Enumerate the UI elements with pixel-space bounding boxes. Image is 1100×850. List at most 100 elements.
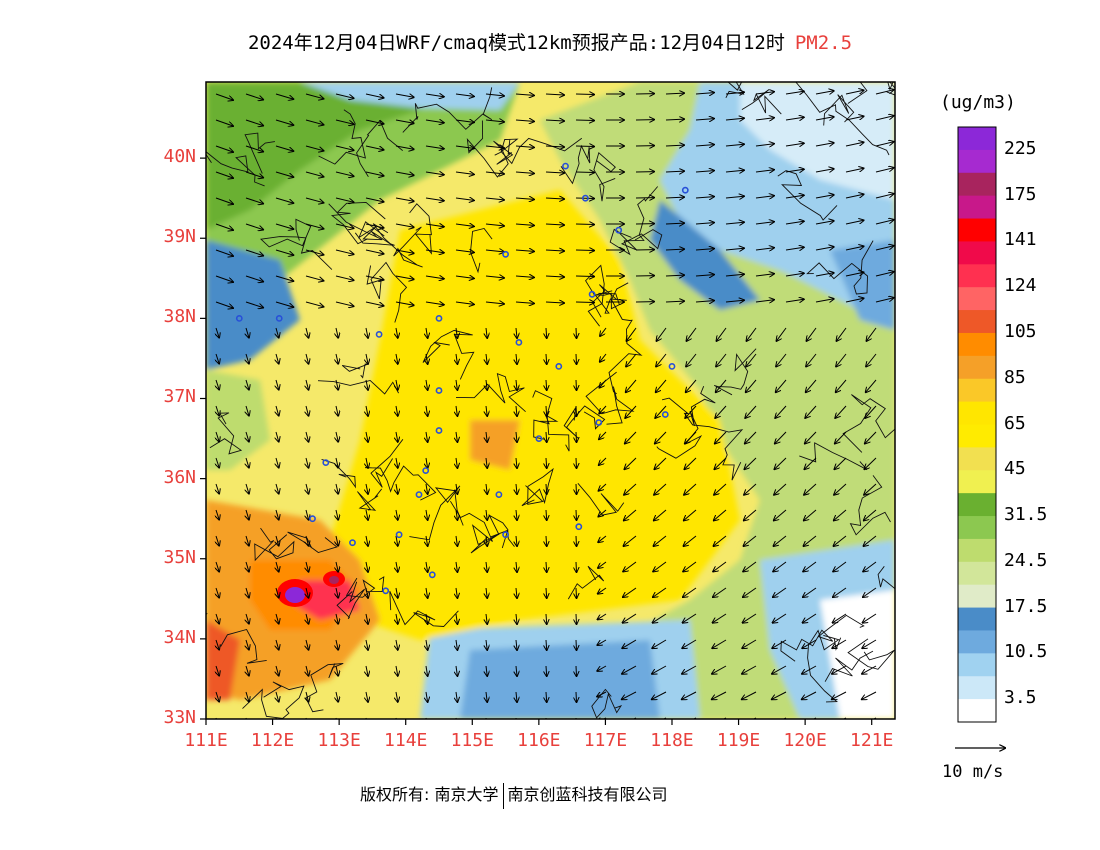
wind-vector [622, 691, 637, 699]
wind-vector [803, 587, 817, 597]
wind-vector [456, 379, 457, 390]
wind-vector [714, 535, 727, 546]
wind-vector [776, 379, 787, 392]
wind-vector [456, 561, 457, 572]
wind-vector [485, 250, 504, 252]
colorbar-label-3-5: 3.5 [1004, 687, 1037, 709]
colorbar-label-105: 105 [1004, 320, 1037, 342]
wind-vector [515, 198, 534, 199]
wind-vector [486, 431, 487, 442]
wind-vector [785, 117, 804, 120]
wind-vector [486, 613, 487, 624]
wind-vector [742, 639, 757, 648]
wind-vector [845, 142, 864, 147]
colorbar-frame [957, 126, 997, 723]
wind-vector [335, 119, 354, 124]
colorbar-swatch [958, 127, 996, 151]
wind-vector [455, 94, 474, 96]
wind-vector [546, 665, 547, 676]
wind-vector [426, 353, 428, 364]
wind-vector [276, 691, 279, 702]
wind-vector [305, 197, 323, 203]
wind-vector [745, 431, 757, 444]
wind-vector [215, 145, 233, 152]
colorbar-swatch [958, 378, 996, 403]
wind-vector [306, 509, 309, 520]
wind-vector [684, 509, 697, 520]
wind-vector [216, 561, 219, 572]
wind-vector [516, 535, 517, 546]
wind-vector [425, 94, 444, 97]
wind-vector [815, 117, 834, 120]
wind-vector [864, 483, 877, 495]
wind-vector [597, 665, 607, 671]
wind-vector [713, 587, 727, 597]
wind-vector [845, 194, 864, 199]
wind-vector [516, 509, 517, 520]
wind-vector [804, 509, 817, 520]
boundary-line [567, 565, 605, 600]
wind-vector [862, 665, 877, 674]
boundary-line [533, 413, 559, 440]
colorbar-label-175: 175 [1004, 183, 1037, 205]
wind-vector [725, 196, 744, 198]
wind-vector [695, 171, 714, 172]
wind-vector [275, 223, 293, 229]
boundary-line [372, 223, 423, 268]
wind-vector [725, 92, 744, 94]
wind-vector [396, 353, 398, 364]
lon-label-118: 118E [650, 730, 694, 751]
wind-vector [365, 93, 384, 98]
wind-vector [246, 639, 249, 650]
wind-vector [685, 405, 697, 418]
lon-label-113: 113E [317, 730, 361, 751]
wind-vector [815, 195, 834, 198]
lat-label-35: 35N [163, 546, 196, 568]
boundary-line [318, 109, 367, 165]
wind-vector [815, 273, 834, 276]
city-marker [375, 330, 383, 338]
wind-vector [456, 665, 457, 676]
wind-vector [805, 405, 817, 418]
colorbar-swatch [958, 195, 996, 220]
wind-vector [576, 353, 577, 364]
wind-vector [215, 275, 233, 282]
wind-vector [366, 535, 368, 546]
wind-vector [306, 327, 309, 338]
wind-vector [486, 457, 487, 468]
wind-vector [546, 327, 547, 338]
wind-vector [276, 639, 279, 650]
city-marker [235, 314, 243, 322]
wind-vector [654, 535, 667, 546]
wind-vector [802, 691, 817, 699]
wind-vector [802, 665, 817, 674]
wind-vector [516, 327, 517, 338]
wind-vector [456, 327, 457, 338]
wind-vector [396, 561, 398, 572]
wind-vector [875, 142, 894, 147]
wind-vector [275, 93, 293, 99]
wind-vector [276, 665, 279, 676]
wind-vector [246, 535, 249, 546]
wind-vector [625, 457, 637, 469]
wind-vector [832, 691, 847, 699]
wind-vector [785, 247, 804, 250]
wind-vector [546, 483, 547, 494]
wind-vector [785, 195, 804, 198]
wind-vector [246, 509, 249, 520]
pollution-field [206, 82, 895, 719]
wind-vector [576, 457, 577, 468]
wind-vector [456, 613, 457, 624]
wind-vector [515, 302, 534, 303]
wind-vector [366, 457, 368, 468]
wind-vector [625, 405, 637, 418]
map-frame [205, 81, 896, 720]
wind-vector [623, 587, 637, 597]
wind-vector [246, 483, 249, 494]
boundary-line [795, 82, 890, 156]
wind-vector [599, 483, 607, 491]
wind-vector [545, 302, 564, 303]
wind-vector [834, 509, 847, 520]
wind-vector [336, 535, 338, 546]
colorbar-swatch [958, 561, 996, 586]
